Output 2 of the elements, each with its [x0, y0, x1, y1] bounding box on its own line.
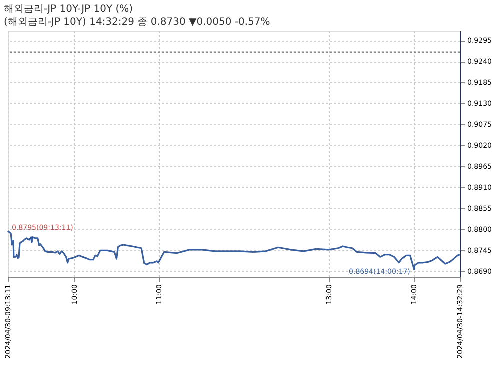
- chart-title: 해외금리-JP 10Y-JP 10Y (%): [4, 4, 134, 15]
- chart-subtitle: (해외금리-JP 10Y) 14:32:29 종 0.8730 ▼0.0050 -0.57%: [4, 17, 270, 28]
